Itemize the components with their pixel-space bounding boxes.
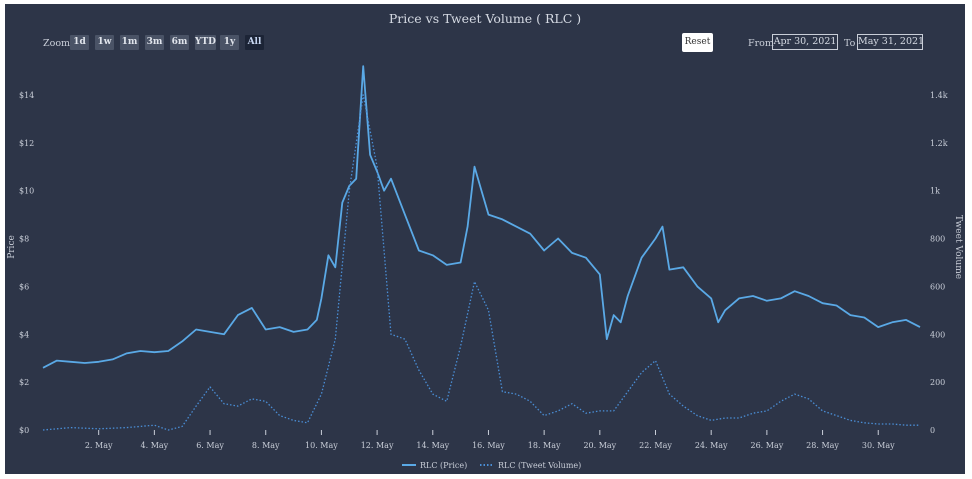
series-line-tweet-volume[interactable] xyxy=(42,94,920,431)
y-right-tick-label: 1.4k xyxy=(930,91,948,100)
legend-item-label[interactable]: RLC (Tweet Volume) xyxy=(498,461,581,470)
x-tick-label: 10. May xyxy=(305,441,338,450)
x-tick-label: 16. May xyxy=(472,441,505,450)
y-left-tick-label: $4 xyxy=(19,330,29,339)
zoom-button-ytd[interactable]: YTD xyxy=(195,35,216,50)
y-left-tick-label: $12 xyxy=(19,139,34,148)
to-date-input[interactable] xyxy=(857,34,923,50)
chart-container: Price vs Tweet Volume ( RLC ) Zoom 1d 1w 1… xyxy=(5,4,965,474)
y-right-tick-label: 1k xyxy=(930,187,940,196)
x-tick-label: 24. May xyxy=(695,441,728,450)
x-tick-label: 6. May xyxy=(196,441,224,450)
x-axis: 2. May 4. May 6. May 8. May 10. May 12. May 14… xyxy=(85,430,895,450)
reset-zoom-button[interactable]: Reset xyxy=(682,33,713,52)
to-label: To xyxy=(844,38,856,49)
zoom-button-1d[interactable]: 1d xyxy=(70,35,89,50)
y-right-tick-label: 800 xyxy=(930,235,945,244)
y-right-tick-label: 0 xyxy=(930,426,935,435)
zoom-button-6m[interactable]: 6m xyxy=(170,35,189,50)
series-line-price[interactable] xyxy=(42,65,921,369)
y-axis-left: $0 $2 $4 $6 $8 $10 $12 $14 xyxy=(19,91,34,435)
y-axis-right-title: Tweet Volume xyxy=(953,215,963,279)
y-left-tick-label: $10 xyxy=(19,187,34,196)
y-axis-left-title: Price xyxy=(7,235,17,259)
y-left-tick-label: $14 xyxy=(19,91,34,100)
from-date-input[interactable] xyxy=(772,34,838,50)
x-tick-label: 8. May xyxy=(252,441,280,450)
zoom-button-1y[interactable]: 1y xyxy=(220,35,239,50)
zoom-button-3m[interactable]: 3m xyxy=(145,35,164,50)
chart-title: Price vs Tweet Volume ( RLC ) xyxy=(388,11,582,26)
x-tick-label: 12. May xyxy=(361,441,394,450)
x-tick-label: 18. May xyxy=(528,441,561,450)
x-tick-label: 2. May xyxy=(85,441,113,450)
legend: RLC (Price) RLC (Tweet Volume) xyxy=(402,461,581,470)
zoom-button-all[interactable]: All xyxy=(245,35,264,50)
x-tick-label: 4. May xyxy=(141,441,169,450)
x-tick-label: 30. May xyxy=(862,441,895,450)
y-right-tick-label: 400 xyxy=(930,330,945,339)
from-label: From xyxy=(748,38,774,49)
zoom-button-1w[interactable]: 1w xyxy=(95,35,114,50)
x-tick-label: 28. May xyxy=(806,441,839,450)
legend-item-label[interactable]: RLC (Price) xyxy=(420,461,467,470)
series-layer xyxy=(42,65,921,431)
x-tick-label: 26. May xyxy=(750,441,783,450)
y-right-tick-label: 600 xyxy=(930,282,945,291)
zoom-button-1m[interactable]: 1m xyxy=(120,35,139,50)
y-left-tick-label: $6 xyxy=(19,282,29,291)
zoom-label: Zoom xyxy=(43,38,71,49)
y-left-tick-label: $8 xyxy=(19,235,29,244)
y-left-tick-label: $0 xyxy=(19,426,29,435)
x-tick-label: 20. May xyxy=(583,441,616,450)
y-right-tick-label: 200 xyxy=(930,378,945,387)
chart-plot: $0 $2 $4 $6 $8 $10 $12 $14 0 200 400 600 800 1k 1.2k 1… xyxy=(7,65,963,470)
x-tick-label: 14. May xyxy=(416,441,449,450)
y-axis-right: 0 200 400 600 800 1k 1.2k 1.4k xyxy=(930,91,948,435)
y-right-tick-label: 1.2k xyxy=(930,139,948,148)
x-tick-label: 22. May xyxy=(639,441,672,450)
y-left-tick-label: $2 xyxy=(19,378,29,387)
